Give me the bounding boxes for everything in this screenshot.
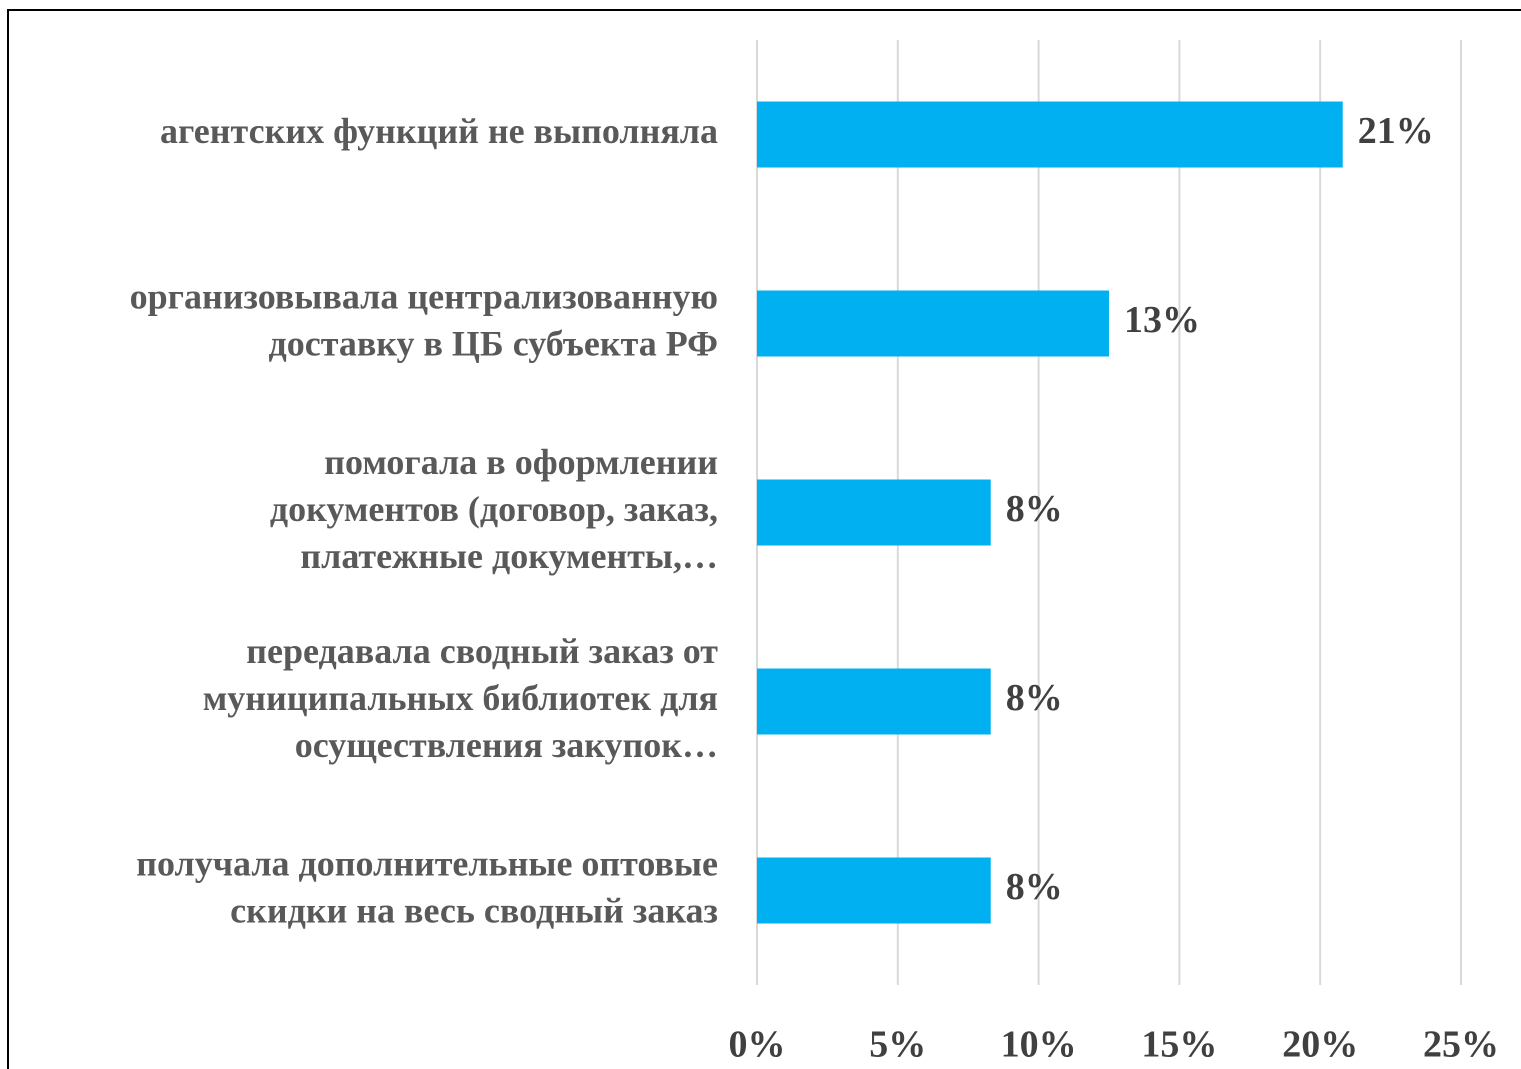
bar bbox=[757, 290, 1109, 357]
x-tick-label: 0% bbox=[729, 1024, 786, 1066]
data-label: 8% bbox=[1006, 866, 1063, 908]
bar bbox=[757, 101, 1343, 168]
bar bbox=[757, 668, 991, 735]
y-tick-label: помогала в оформлении bbox=[324, 442, 718, 482]
x-tick-label: 20% bbox=[1282, 1024, 1358, 1066]
y-tick-label: получала дополнительные оптовые bbox=[136, 843, 718, 883]
bar bbox=[757, 857, 991, 924]
y-tick-label: организовывала централизованную bbox=[130, 276, 718, 316]
x-tick-label: 25% bbox=[1423, 1024, 1499, 1066]
y-tick-label: осуществления закупок… bbox=[295, 725, 718, 765]
y-tick-label: передавала сводный заказ от bbox=[246, 631, 718, 671]
data-label: 8% bbox=[1006, 488, 1063, 530]
x-tick-label: 5% bbox=[869, 1024, 926, 1066]
y-tick-label: агентских функций не выполняла bbox=[160, 111, 718, 151]
data-label: 21% bbox=[1358, 110, 1434, 152]
x-tick-label: 15% bbox=[1141, 1024, 1217, 1066]
y-tick-label: платежные документы,… bbox=[300, 536, 718, 576]
y-tick-label: документов (договор, заказ, bbox=[270, 489, 718, 529]
bar bbox=[757, 479, 991, 546]
x-tick-label: 10% bbox=[1001, 1024, 1077, 1066]
data-label: 8% bbox=[1006, 677, 1063, 719]
y-tick-label: муниципальных библиотек для bbox=[203, 678, 718, 718]
data-label: 13% bbox=[1124, 299, 1200, 341]
y-tick-label: доставку в ЦБ субъекта РФ bbox=[269, 323, 719, 363]
y-tick-label: скидки на весь сводный заказ bbox=[230, 890, 718, 930]
